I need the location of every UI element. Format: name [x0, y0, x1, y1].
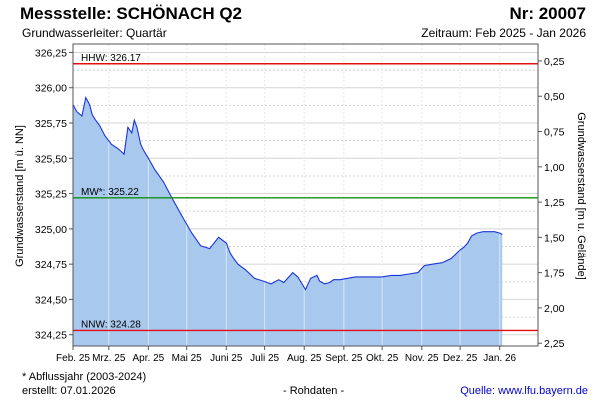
- x-tick-label: Mai 25: [172, 353, 202, 364]
- y2-tick-label: 2,00: [544, 303, 565, 315]
- x-tick-label: Aug. 25: [287, 353, 322, 364]
- aquifer-label: Grundwasserleiter: Quartär: [22, 26, 167, 40]
- ref-label-mw: MW*: 325.22: [81, 187, 139, 198]
- y-tick-label: 324,75: [35, 259, 67, 271]
- x-tick-label: Juli 25: [250, 353, 279, 364]
- footnote: * Abflussjahr (2003-2024): [22, 371, 147, 383]
- y2-tick-label: 1,50: [544, 232, 565, 244]
- ref-label-hhw: HHW: 326.17: [81, 53, 141, 64]
- y2-tick-label: 0,50: [544, 91, 565, 103]
- y-axis-label: Grundwasserstand [m ü. NN]: [14, 125, 26, 267]
- y-tick-label: 326,25: [35, 47, 67, 59]
- x-tick-label: Okt. 25: [366, 353, 399, 364]
- ref-label-nnw: NNW: 324.28: [81, 319, 141, 330]
- y2-tick-label: 0,25: [544, 56, 565, 68]
- station-number: Nr: 20007: [509, 4, 586, 23]
- created-date: erstellt: 07.01.2026: [22, 385, 116, 397]
- plot-frame: [72, 43, 539, 347]
- y2-tick-label: 0,75: [544, 127, 565, 139]
- x-tick-label: Nov. 25: [405, 353, 439, 364]
- y2-tick-label: 1,25: [544, 197, 565, 209]
- x-tick-label: Jan. 26: [483, 353, 516, 364]
- y-tick-label: 324,50: [35, 294, 67, 306]
- level-area: [73, 97, 503, 346]
- page-title: Messstelle: SCHÖNACH Q2: [20, 4, 243, 23]
- y2-tick-label: 1,75: [544, 268, 565, 280]
- x-tick-label: Juni 25: [210, 353, 243, 364]
- y2-axis-label: Grundwasserstand [m u. Gelände]: [575, 112, 587, 280]
- x-tick-label: Feb. 25: [56, 353, 90, 364]
- reference-lines: HHW: 326.17 MW*: 325.22 NNW: 324.28: [73, 53, 538, 332]
- y2-tick-label: 2,25: [544, 338, 565, 350]
- y-tick-label: 325,00: [35, 224, 67, 236]
- month-grid-overlay: [72, 44, 501, 346]
- x-tick-label: Apr. 25: [133, 353, 165, 364]
- y-tick-label: 326,00: [35, 83, 67, 95]
- y-axis-left: 326,25 326,00 325,75 325,50 325,25 325,00 324,…: [35, 47, 73, 342]
- period-label: Zeitraum: Feb 2025 - Jan 2026: [421, 26, 586, 40]
- x-tick-label: Sept. 25: [325, 353, 363, 364]
- y-tick-label: 325,25: [35, 189, 67, 201]
- y-tick-label: 324,25: [35, 330, 67, 342]
- y-tick-label: 325,50: [35, 153, 67, 165]
- raw-data-label: - Rohdaten -: [283, 385, 345, 397]
- source-link[interactable]: Quelle: www.lfu.bayern.de: [460, 385, 588, 397]
- y2-tick-label: 1,00: [544, 162, 565, 174]
- level-line: [72, 96, 503, 291]
- x-axis: Feb. 25 Mrz. 25 Apr. 25 Mai 25 Juni 25 Juli 2…: [56, 346, 517, 364]
- x-tick-label: Mrz. 25: [92, 353, 126, 364]
- y-axis-right: 0,25 0,50 0,75 1,00 1,25 1,50 1,75 2,00 2,25: [538, 56, 565, 350]
- y-tick-label: 325,75: [35, 118, 67, 130]
- x-tick-label: Dez. 25: [443, 353, 478, 364]
